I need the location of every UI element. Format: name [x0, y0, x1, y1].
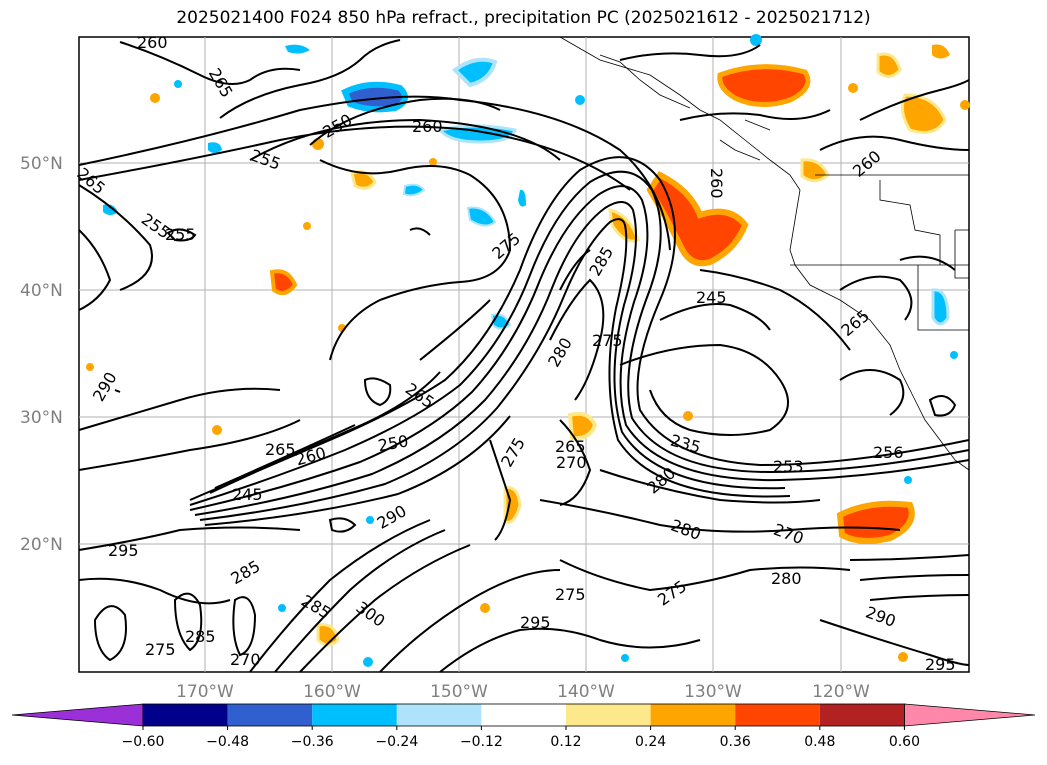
contour-label: 260	[412, 117, 443, 136]
colorbar-segment	[396, 704, 482, 726]
colorbar-segment	[819, 704, 905, 726]
contour-label: 245	[696, 288, 727, 307]
colorbar-tick-label: 0.36	[720, 734, 751, 750]
contour-label: 260	[137, 33, 168, 52]
colorbar-segment	[312, 704, 397, 726]
lon-label: 170°W	[176, 682, 234, 702]
latitude-labels: 50°N 40°N 30°N 20°N	[20, 154, 63, 555]
lon-label: 130°W	[684, 682, 742, 702]
contour-label: 295	[925, 655, 956, 674]
colorbar-extend-high	[904, 703, 1036, 727]
contour-label: 280	[771, 569, 802, 588]
colorbar-tick-label: −0.60	[122, 734, 165, 750]
colorbar-tick-label: −0.12	[460, 734, 503, 750]
longitude-labels: 170°W 160°W 150°W 140°W 130°W 120°W	[176, 682, 870, 702]
colorbar-tick-label: 0.12	[550, 734, 581, 750]
contour-label: 275	[592, 331, 623, 350]
colorbar-border	[142, 703, 905, 727]
contour-label: 265	[555, 437, 586, 456]
colorbar-segment	[227, 704, 313, 726]
lon-label: 140°W	[557, 682, 615, 702]
map-title: 2025021400 F024 850 hPa refract., precip…	[176, 8, 871, 28]
lon-label: 120°W	[812, 682, 870, 702]
contour-label: 256	[873, 443, 904, 462]
colorbar-segment	[650, 704, 736, 726]
colorbar-tick-label: 0.48	[804, 734, 835, 750]
colorbar-tick-label: −0.36	[291, 734, 334, 750]
lat-label: 30°N	[20, 408, 63, 428]
colorbar: −0.60 −0.48 −0.36 −0.24 −0.12 0.12 0.24 0.36 0.4…	[11, 703, 1036, 750]
lon-label: 160°W	[303, 682, 361, 702]
lon-label: 150°W	[430, 682, 488, 702]
contour-label: 253	[773, 457, 804, 476]
contour-label: 265	[265, 440, 296, 459]
colorbar-tick-label: 0.24	[635, 734, 666, 750]
contour-label: 295	[520, 613, 551, 632]
contour-label: 270	[556, 453, 587, 472]
precipitation-shading	[86, 34, 970, 667]
map-frame	[78, 36, 970, 673]
contour-label: 245	[232, 485, 263, 504]
colorbar-segment	[735, 704, 820, 726]
refractivity-contours	[78, 39, 970, 673]
colorbar-extend-low	[11, 703, 144, 727]
colorbar-tick-label: −0.48	[206, 734, 249, 750]
lat-label: 20°N	[20, 535, 63, 555]
contour-label: 275	[555, 585, 586, 604]
colorbar-segment	[481, 704, 566, 726]
lat-label: 50°N	[20, 154, 63, 174]
colorbar-segment	[143, 704, 228, 726]
colorbar-tick-label: 0.60	[889, 734, 920, 750]
lat-label: 40°N	[20, 281, 63, 301]
contour-label: 295	[108, 541, 139, 560]
colorbar-segment	[566, 704, 651, 726]
contour-label: 275	[145, 640, 176, 659]
contour-label: 255	[165, 225, 196, 244]
colorbar-tick-label: −0.24	[375, 734, 418, 750]
contour-label: 270	[230, 650, 261, 669]
contour-label: 285	[185, 627, 216, 646]
contour-label: 260	[707, 168, 726, 199]
